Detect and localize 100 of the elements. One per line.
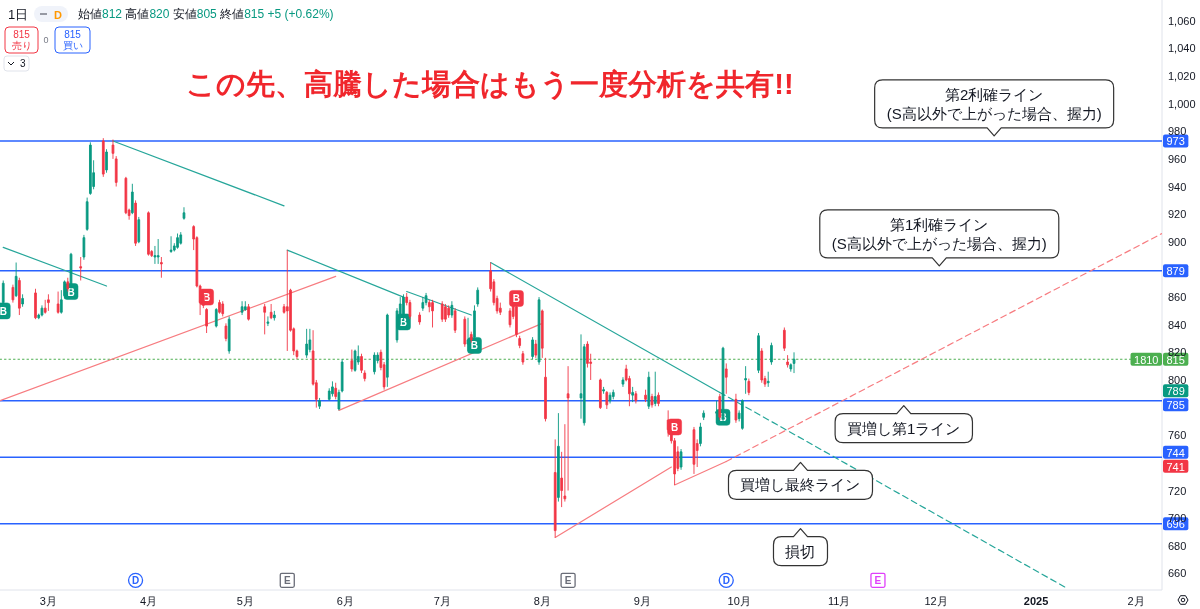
candlestick xyxy=(79,256,83,281)
x-tick-label: 4月 xyxy=(139,595,158,607)
candlestick xyxy=(702,409,705,421)
x-tick-label: 10月 xyxy=(727,595,751,607)
data-label: B xyxy=(399,316,408,328)
candlestick xyxy=(757,332,760,374)
y-tick-label: 900 xyxy=(1168,235,1187,248)
candlestick xyxy=(534,339,538,359)
data-label: B xyxy=(512,293,521,305)
candlestick xyxy=(644,389,647,403)
candlestick xyxy=(421,296,425,312)
candlestick xyxy=(56,291,60,315)
candlestick xyxy=(744,365,747,395)
x-tick-label: 5月 xyxy=(236,595,254,607)
ref-line-label: 973 xyxy=(1166,135,1185,148)
candlestick xyxy=(82,234,86,261)
candlestick xyxy=(305,328,308,359)
ref-line-label: 785 xyxy=(1166,399,1185,412)
candlestick xyxy=(657,391,660,407)
candlestick xyxy=(786,354,789,368)
annotation: 損切 xyxy=(785,542,816,560)
candlestick xyxy=(599,378,602,410)
candlestick xyxy=(760,347,764,384)
candlestick xyxy=(540,309,544,359)
candlestick xyxy=(553,438,557,538)
candlestick xyxy=(653,371,657,407)
candlestick xyxy=(11,284,15,304)
candlestick xyxy=(218,299,221,315)
candlestick xyxy=(40,304,44,317)
data-label: E xyxy=(564,575,572,587)
data-label: B xyxy=(719,412,727,424)
x-tick-label: 9月 xyxy=(633,595,651,607)
candlestick xyxy=(334,382,338,400)
y-tick-label: 680 xyxy=(1168,539,1187,552)
x-tick-label: 3月 xyxy=(39,595,57,607)
candlestick xyxy=(179,231,183,246)
candlestick xyxy=(621,376,625,388)
candlestick xyxy=(147,210,150,257)
candlestick xyxy=(608,391,612,404)
candlestick xyxy=(66,277,70,292)
y-tick-label: 1,060 xyxy=(1168,14,1196,27)
candlestick xyxy=(747,378,751,396)
candlestick xyxy=(350,349,354,373)
x-tick-label: 11月 xyxy=(828,595,851,607)
candlestick xyxy=(699,422,702,447)
candlestick xyxy=(650,393,654,409)
candlestick xyxy=(221,300,225,317)
candlestick xyxy=(214,307,218,328)
candlestick xyxy=(453,307,457,334)
candlestick xyxy=(85,197,89,232)
candlestick xyxy=(718,393,722,421)
y-tick-label: 940 xyxy=(1168,180,1187,193)
candlestick xyxy=(602,386,605,395)
y-tick-label: 920 xyxy=(1168,208,1187,221)
candlestick xyxy=(476,286,480,308)
candlestick xyxy=(131,183,134,215)
y-tick-label: 720 xyxy=(1168,484,1187,497)
candlestick xyxy=(134,199,137,247)
candlestick xyxy=(766,371,770,388)
candlestick xyxy=(631,386,634,403)
text: 741 xyxy=(1166,460,1185,473)
candlestick xyxy=(544,357,547,422)
text: 789 xyxy=(1166,385,1185,398)
candlestick xyxy=(273,310,276,322)
candlestick xyxy=(47,293,50,312)
x-tick-label: 6月 xyxy=(336,595,354,607)
y-tick-label: 960 xyxy=(1168,152,1187,165)
candlestick xyxy=(386,313,389,388)
annotation: 1810 xyxy=(1134,353,1159,366)
y-tick-label: 1,040 xyxy=(1168,42,1196,55)
candlestick xyxy=(240,300,244,316)
candlestick xyxy=(182,206,186,221)
ref-line-label: 879 xyxy=(1166,265,1185,278)
candlestick xyxy=(331,380,334,398)
candlestick xyxy=(463,315,467,348)
candlestick xyxy=(318,397,321,410)
candlestick xyxy=(450,300,454,319)
annotation: 815 買い xyxy=(62,29,83,51)
y-tick-label: 660 xyxy=(1168,567,1187,580)
candlestick xyxy=(770,342,773,366)
candlestick xyxy=(269,303,273,320)
candlestick xyxy=(469,331,473,344)
candlestick xyxy=(611,389,615,400)
candlestick xyxy=(14,262,18,298)
candlestick xyxy=(373,351,376,375)
candlestick xyxy=(21,293,24,308)
candlestick xyxy=(285,249,289,352)
candlestick xyxy=(518,335,522,349)
candlestick xyxy=(18,277,21,316)
candlestick xyxy=(531,336,534,360)
annotation: 買増し第1ライン xyxy=(847,419,961,437)
candlestick xyxy=(89,141,92,196)
candlestick xyxy=(418,311,421,326)
candlestick xyxy=(353,349,357,373)
data-label: B xyxy=(670,421,679,433)
candlestick xyxy=(734,393,738,424)
x-tick-label: 7月 xyxy=(433,595,451,607)
y-tick-label: 980 xyxy=(1168,125,1187,138)
y-tick-label: 800 xyxy=(1168,373,1187,386)
data-label: B xyxy=(0,305,7,317)
